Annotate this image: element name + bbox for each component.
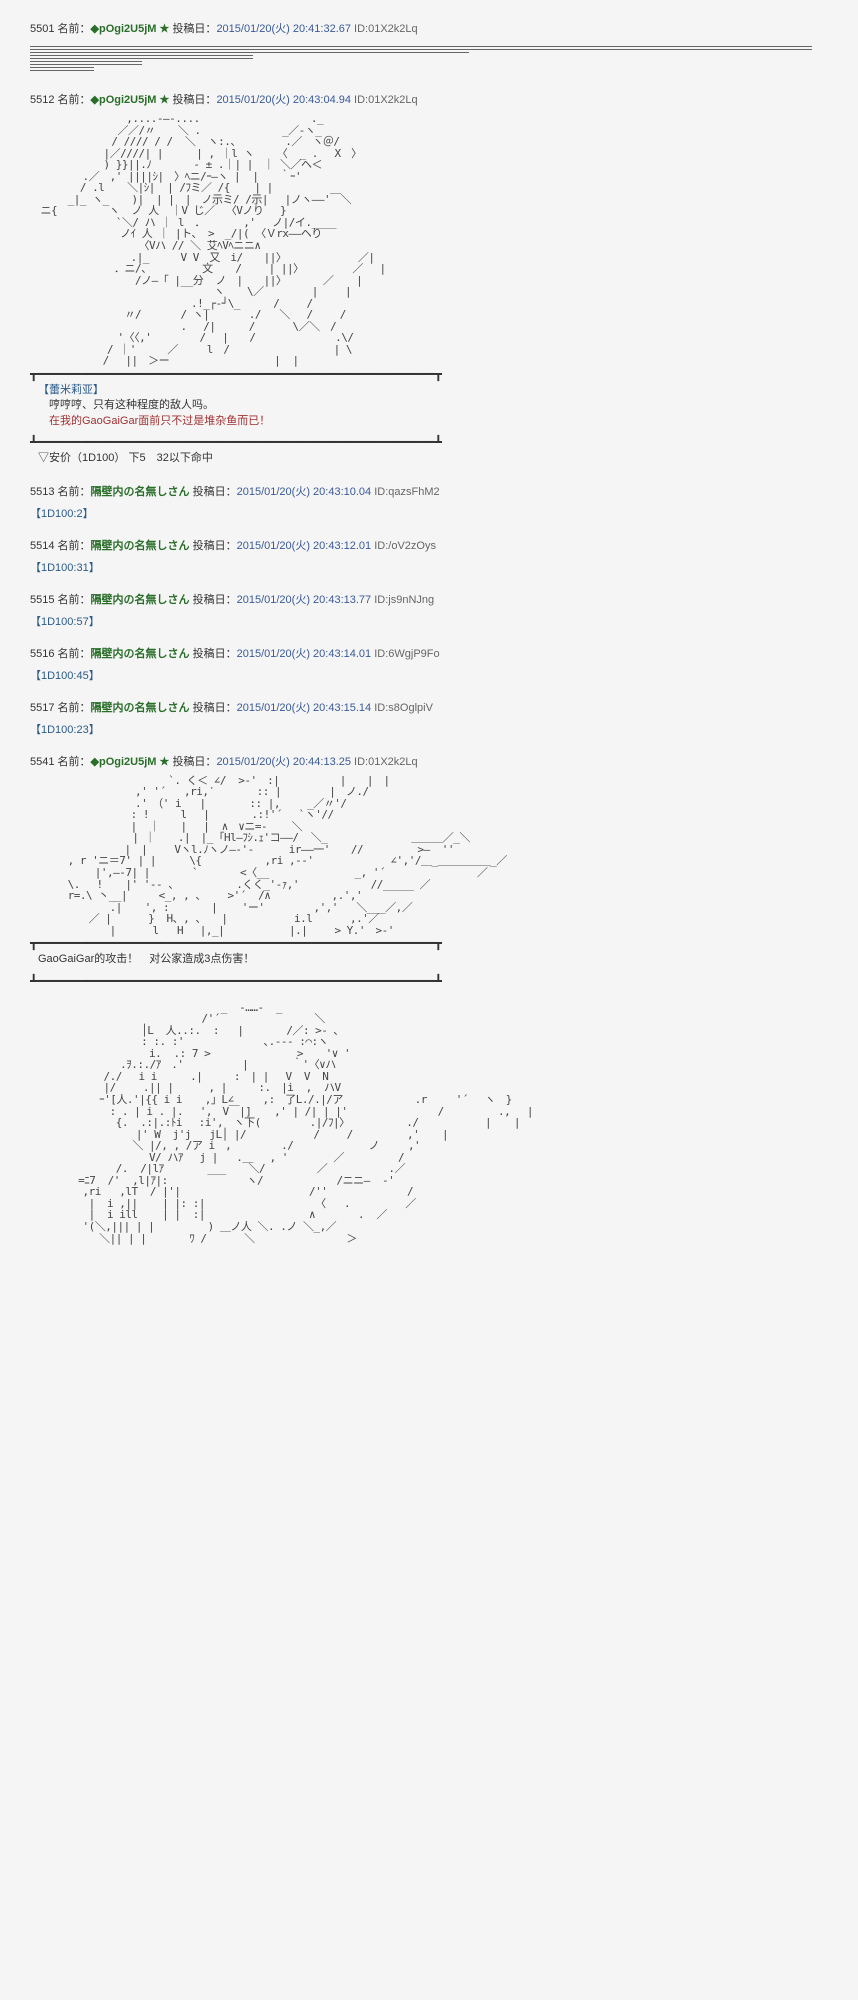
name-label: 名前： bbox=[58, 94, 91, 106]
post-header: 5512 名前：◆pOgi2U5jM ★ 投稿日：2015/01/20(火) 2… bbox=[30, 91, 828, 107]
post-date: 2015/01/20(火) 20:41:32.67 bbox=[216, 23, 351, 35]
dice-roll: 【1D100:23】 bbox=[30, 721, 828, 737]
post-date: 2015/01/20(火) 20:44:13.25 bbox=[216, 756, 351, 768]
poster-name[interactable]: 隔壁内の名無しさん bbox=[91, 702, 190, 714]
dialogue-line2: 在我的GaoGaiGar面前只不过是堆杂鱼而已！ bbox=[49, 415, 270, 427]
character-name: 【蕾米莉亚】 bbox=[38, 384, 104, 396]
post-header: 5516 名前：隔壁内の名無しさん 投稿日：2015/01/20(火) 20:4… bbox=[30, 645, 828, 661]
ascii-art-remilia: ,....-―-.... ._ ／／/〃 ＼ . _／-ヽ_ / //// / … bbox=[30, 113, 828, 367]
date-label: 投稿日： bbox=[172, 23, 216, 35]
post-id: ID:/oV2zOys bbox=[374, 540, 436, 552]
post-id: ID:s8OglpiV bbox=[374, 702, 433, 714]
post-header: 5501 名前：◆pOgi2U5jM ★ 投稿日：2015/01/20(火) 2… bbox=[30, 20, 828, 36]
poster-name[interactable]: 隔壁内の名無しさん bbox=[91, 540, 190, 552]
separator-lines bbox=[30, 46, 828, 71]
post-date: 2015/01/20(火) 20:43:04.94 bbox=[216, 94, 351, 106]
post-id: ID:js9nNJng bbox=[374, 594, 434, 606]
dice-roll: 【1D100:57】 bbox=[30, 613, 828, 629]
post-number: 5541 bbox=[30, 756, 54, 768]
post-header: 5513 名前：隔壁内の名無しさん 投稿日：2015/01/20(火) 20:4… bbox=[30, 483, 828, 499]
post-5514: 5514 名前：隔壁内の名無しさん 投稿日：2015/01/20(火) 20:4… bbox=[30, 537, 828, 575]
post-number: 5514 bbox=[30, 540, 54, 552]
post-header: 5514 名前：隔壁内の名無しさん 投稿日：2015/01/20(火) 20:4… bbox=[30, 537, 828, 553]
post-number: 5516 bbox=[30, 648, 54, 660]
post-5541: 5541 名前：◆pOgi2U5jM ★ 投稿日：2015/01/20(火) 2… bbox=[30, 753, 828, 1245]
post-date: 2015/01/20(火) 20:43:13.77 bbox=[237, 594, 372, 606]
post-date: 2015/01/20(火) 20:43:14.01 bbox=[237, 648, 372, 660]
battle-result: GaoGaiGar的攻击！ 对公家造成3点伤害！ bbox=[38, 952, 828, 967]
poster-name[interactable]: 隔壁内の名無しさん bbox=[91, 648, 190, 660]
post-id: ID:qazsFhM2 bbox=[374, 486, 439, 498]
poster-trip[interactable]: ◆pOgi2U5jM ★ bbox=[91, 756, 170, 768]
post-5515: 5515 名前：隔壁内の名無しさん 投稿日：2015/01/20(火) 20:4… bbox=[30, 591, 828, 629]
dialogue-block: 【蕾米莉亚】 哼哼哼、只有这种程度的敌人吗。 在我的GaoGaiGar面前只不过… bbox=[38, 383, 828, 429]
dialogue-line1: 哼哼哼、只有这种程度的敌人吗。 bbox=[49, 399, 214, 411]
ascii-art-attack: `. く＜ ∠/ >‐' :| | | | ,' '´ ,ri,′ :: | |… bbox=[30, 775, 828, 937]
post-id: ID:01X2k2Lq bbox=[354, 756, 418, 768]
post-5513: 5513 名前：隔壁内の名無しさん 投稿日：2015/01/20(火) 20:4… bbox=[30, 483, 828, 521]
dice-roll: 【1D100:31】 bbox=[30, 559, 828, 575]
post-id: ID:01X2k2Lq bbox=[354, 23, 418, 35]
post-5501: 5501 名前：◆pOgi2U5jM ★ 投稿日：2015/01/20(火) 2… bbox=[30, 20, 828, 71]
post-number: 5517 bbox=[30, 702, 54, 714]
post-header: 5517 名前：隔壁内の名無しさん 投稿日：2015/01/20(火) 20:4… bbox=[30, 699, 828, 715]
frame-bottom: ┻━━━━━━━━━━━━━━━━━━━━━━━━━━━━━━━━━━━━━━━… bbox=[30, 974, 828, 988]
anchor-instruction: ▽安价（1D100） 下5 32以下命中 bbox=[38, 451, 828, 466]
post-header: 5515 名前：隔壁内の名無しさん 投稿日：2015/01/20(火) 20:4… bbox=[30, 591, 828, 607]
dice-roll: 【1D100:2】 bbox=[30, 505, 828, 521]
frame-bottom: ┻━━━━━━━━━━━━━━━━━━━━━━━━━━━━━━━━━━━━━━━… bbox=[30, 435, 828, 449]
date-label: 投稿日： bbox=[172, 94, 216, 106]
ascii-art-remilia2: _ ‐……‐ _ /'´ ＼ │L 人..:. : | /／: >- ､ : :… bbox=[30, 1002, 828, 1244]
poster-name[interactable]: 隔壁内の名無しさん bbox=[91, 594, 190, 606]
post-date: 2015/01/20(火) 20:43:15.14 bbox=[237, 702, 372, 714]
post-id: ID:01X2k2Lq bbox=[354, 94, 418, 106]
post-header: 5541 名前：◆pOgi2U5jM ★ 投稿日：2015/01/20(火) 2… bbox=[30, 753, 828, 769]
post-5512: 5512 名前：◆pOgi2U5jM ★ 投稿日：2015/01/20(火) 2… bbox=[30, 91, 828, 467]
poster-trip[interactable]: ◆pOgi2U5jM ★ bbox=[91, 23, 170, 35]
post-5517: 5517 名前：隔壁内の名無しさん 投稿日：2015/01/20(火) 20:4… bbox=[30, 699, 828, 737]
name-label: 名前： bbox=[58, 23, 91, 35]
post-id: ID:6WgjP9Fo bbox=[374, 648, 439, 660]
post-5516: 5516 名前：隔壁内の名無しさん 投稿日：2015/01/20(火) 20:4… bbox=[30, 645, 828, 683]
frame-top: ┳━━━━━━━━━━━━━━━━━━━━━━━━━━━━━━━━━━━━━━━… bbox=[30, 936, 828, 950]
frame-top: ┳━━━━━━━━━━━━━━━━━━━━━━━━━━━━━━━━━━━━━━━… bbox=[30, 367, 828, 381]
dice-roll: 【1D100:45】 bbox=[30, 667, 828, 683]
post-date: 2015/01/20(火) 20:43:12.01 bbox=[237, 540, 372, 552]
post-date: 2015/01/20(火) 20:43:10.04 bbox=[237, 486, 372, 498]
poster-trip[interactable]: ◆pOgi2U5jM ★ bbox=[91, 94, 170, 106]
post-number: 5513 bbox=[30, 486, 54, 498]
poster-name[interactable]: 隔壁内の名無しさん bbox=[91, 486, 190, 498]
post-number: 5512 bbox=[30, 94, 54, 106]
post-number: 5515 bbox=[30, 594, 54, 606]
post-number: 5501 bbox=[30, 23, 54, 35]
